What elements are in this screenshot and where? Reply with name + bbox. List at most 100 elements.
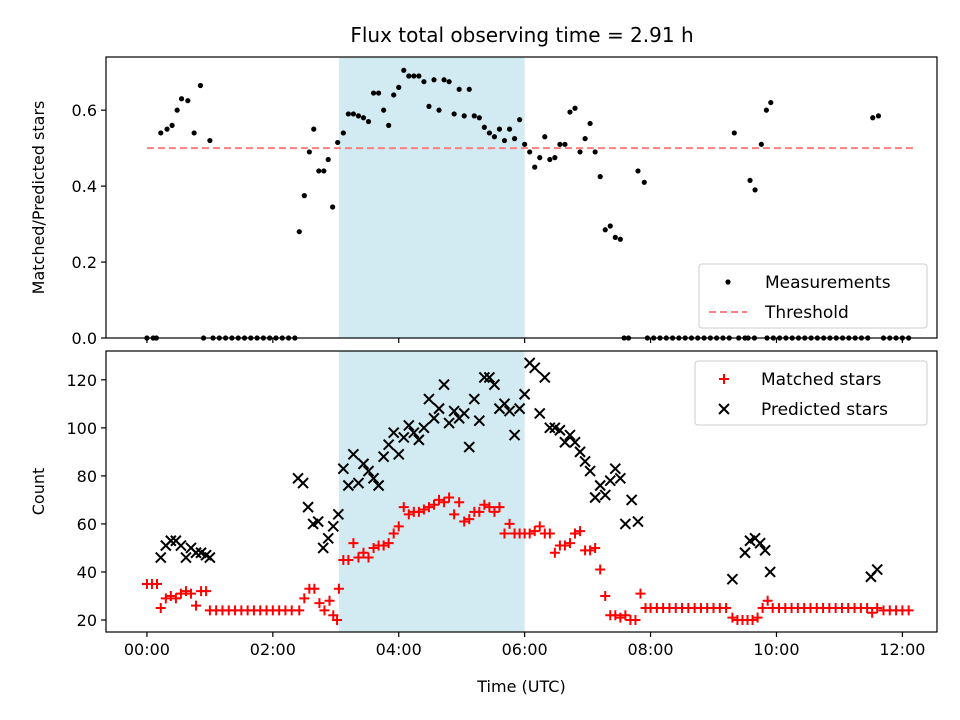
measurement-point — [763, 107, 769, 113]
predicted-star-point — [327, 520, 339, 533]
measurement-point — [441, 77, 447, 83]
predicted-star-point — [398, 431, 410, 444]
predicted-star-point — [357, 458, 370, 470]
predicted-star-point — [764, 566, 776, 578]
matched-star-point — [635, 588, 646, 599]
matched-star-point — [294, 605, 305, 616]
predicted-star-point — [473, 414, 486, 427]
predicted-star-point — [332, 508, 345, 521]
measurement-point — [471, 113, 477, 119]
matched-star-point — [615, 612, 626, 623]
matched-star-point — [403, 509, 414, 520]
predicted-star-point — [483, 371, 496, 384]
matched-star-point — [201, 586, 212, 597]
predicted-star-point — [433, 402, 445, 415]
measurement-point — [758, 141, 764, 147]
measurement-point — [532, 164, 538, 170]
predicted-star-point — [498, 398, 511, 410]
measurement-point — [592, 149, 598, 155]
measurement-point — [416, 73, 422, 79]
predicted-star-point — [408, 426, 420, 439]
matched-star-point — [368, 542, 379, 553]
matched-star-point — [575, 526, 586, 537]
predicted-star-point — [175, 539, 187, 552]
matched-star-point — [332, 614, 343, 625]
matched-star-point — [464, 514, 475, 525]
matched-star-point — [444, 492, 455, 503]
matched-star-point — [434, 494, 445, 505]
measurement-point — [174, 107, 180, 113]
measurement-point — [870, 115, 876, 121]
matched-star-point — [479, 499, 490, 510]
matched-star-point — [595, 564, 606, 575]
legend-label: Measurements — [765, 273, 891, 293]
legend-label: Threshold — [764, 303, 849, 323]
measurement-point — [355, 113, 362, 119]
measurement-point — [197, 82, 204, 89]
y-tick-label: 80 — [77, 467, 97, 486]
matched-star-point — [170, 593, 181, 604]
measurement-point — [381, 107, 387, 113]
measurement-point — [431, 77, 437, 83]
matched-star-point — [309, 583, 320, 594]
predicted-star-point — [180, 551, 192, 564]
measurement-point — [617, 236, 623, 242]
predicted-star-point — [322, 532, 334, 545]
predicted-star-point — [393, 448, 405, 460]
matched-star-point — [378, 540, 389, 551]
measurement-point — [386, 122, 392, 128]
predicted-star-point — [754, 537, 766, 549]
matched-star-point — [534, 521, 545, 532]
matched-star-point — [423, 502, 434, 513]
measurement-point — [325, 156, 331, 163]
legend-label: Predicted stars — [761, 400, 888, 420]
matched-star-point — [151, 578, 162, 589]
measurement-point — [506, 126, 513, 132]
predicted-star-point — [423, 393, 435, 405]
measurement-point — [567, 109, 573, 115]
predicted-star-point — [463, 441, 475, 453]
measurement-point — [426, 103, 432, 109]
matched-star-point — [600, 590, 611, 601]
predicted-star-point — [488, 378, 501, 391]
y-tick-label: 120 — [66, 371, 97, 390]
matched-star-point — [484, 502, 495, 513]
measurement-point — [641, 179, 647, 185]
predicted-star-point — [448, 405, 460, 417]
predicted-star-point — [726, 573, 739, 585]
legend-marker-predicted — [718, 403, 730, 415]
observing-window-span — [338, 57, 525, 338]
predicted-star-point — [539, 371, 551, 384]
predicted-star-point — [418, 422, 430, 434]
measurement-point — [875, 113, 882, 119]
matched-star-point — [630, 614, 641, 625]
measurement-point — [330, 204, 336, 210]
matched-star-point — [418, 504, 429, 515]
legend-label: Matched stars — [761, 370, 881, 390]
predicted-star-point — [503, 405, 516, 417]
y-tick-label: 60 — [77, 515, 97, 534]
predicted-star-point — [204, 551, 216, 564]
predicted-star-point — [337, 462, 350, 475]
matched-star-point — [585, 545, 596, 556]
measurement-point — [296, 229, 302, 235]
matched-star-point — [549, 547, 560, 558]
measurement-point — [607, 223, 613, 229]
matched-star-point — [413, 506, 424, 517]
matched-star-point — [333, 583, 344, 594]
matched-star-point — [398, 502, 409, 513]
matched-star-point — [363, 552, 374, 563]
predicted-star-point — [534, 407, 546, 420]
matched-star-point — [747, 614, 758, 625]
predicted-star-point — [594, 479, 606, 492]
x-axis-label: Time (UTC) — [476, 677, 565, 696]
measurement-point — [582, 136, 588, 142]
measurement-point — [501, 137, 508, 144]
matched-star-point — [762, 595, 773, 606]
measurement-point — [491, 134, 498, 140]
predicted-star-point — [312, 515, 324, 528]
predicted-star-point — [579, 455, 591, 468]
measurement-point — [461, 113, 467, 119]
legend: Measurements Threshold — [698, 263, 928, 329]
